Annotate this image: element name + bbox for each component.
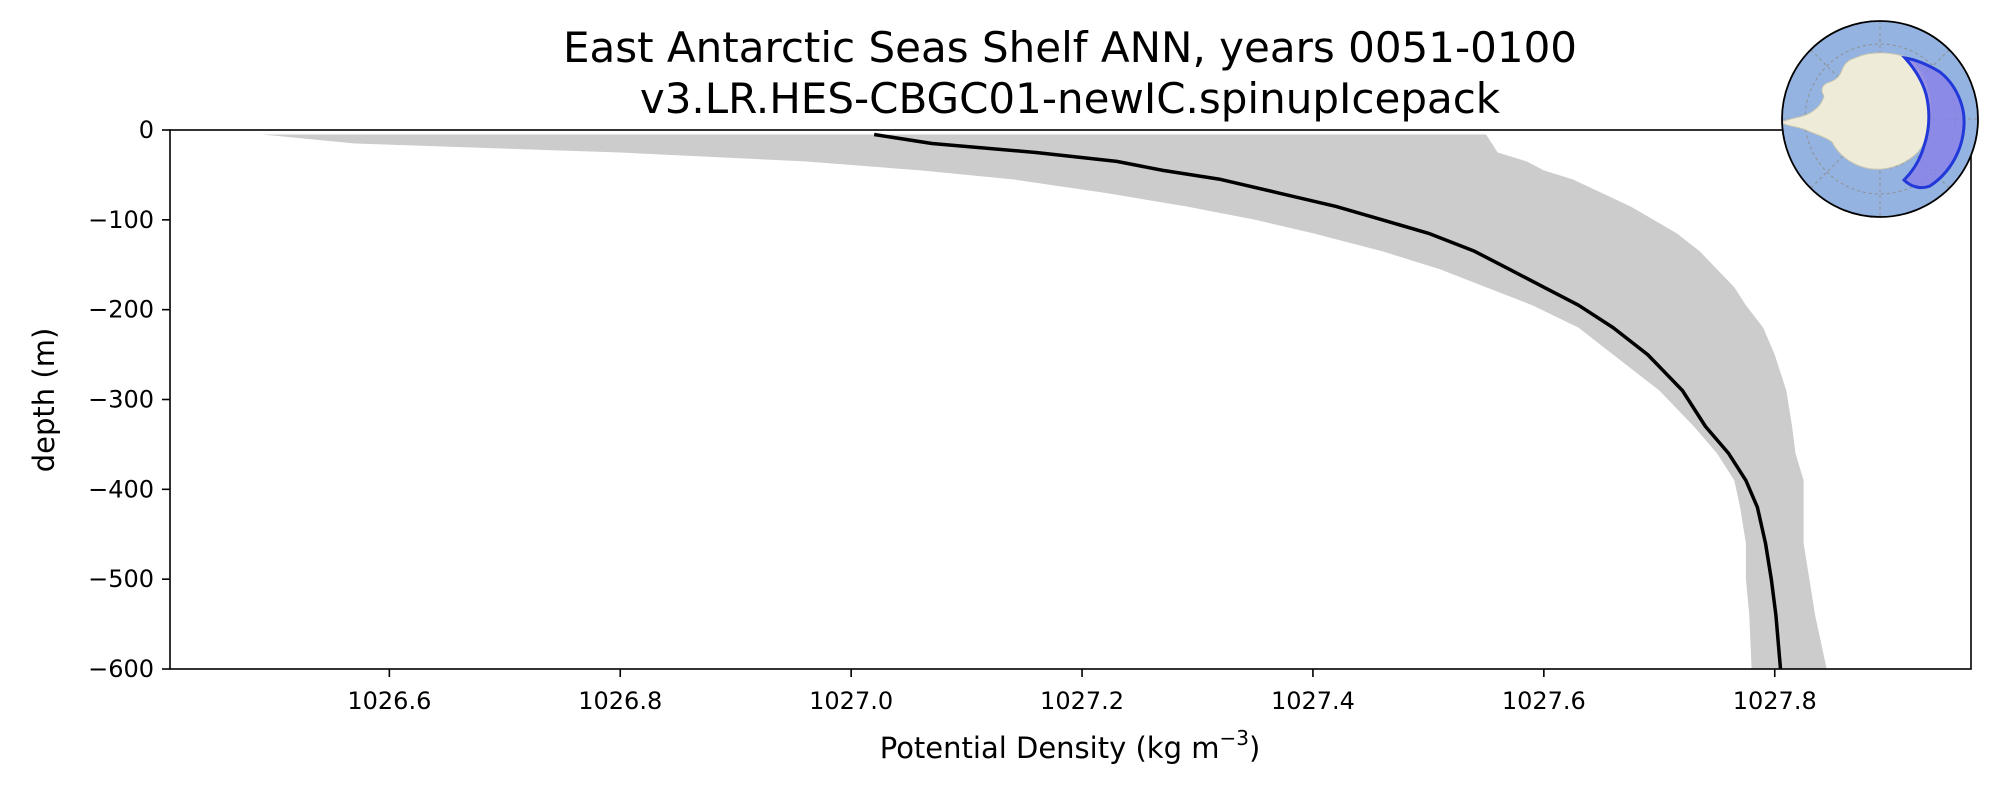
y-axis-label: depth (m) bbox=[27, 328, 61, 473]
x-axis-label-main: Potential Density (kg m bbox=[880, 731, 1220, 765]
x-axis-label-superscript: −3 bbox=[1219, 726, 1248, 750]
x-tick-label: 1027.8 bbox=[1733, 687, 1817, 715]
chart-subtitle: v3.LR.HES-CBGC01-newIC.spinupIcepack bbox=[640, 74, 1501, 123]
y-tick-label: 0 bbox=[139, 116, 154, 144]
y-tick-label: −400 bbox=[88, 475, 154, 503]
x-axis: 1026.6 1026.8 1027.0 1027.2 1027.4 1027.6 1027… bbox=[347, 669, 1817, 715]
inset-map-border bbox=[1781, 20, 1979, 218]
x-tick-label: 1027.4 bbox=[1271, 687, 1355, 715]
y-axis: 0 −100 −200 −300 −400 −500 −600 bbox=[88, 116, 170, 683]
range-band bbox=[262, 134, 1827, 669]
inset-map bbox=[1781, 20, 1979, 218]
x-axis-label-suffix: ) bbox=[1249, 731, 1260, 765]
x-tick-label: 1026.8 bbox=[578, 687, 662, 715]
y-tick-label: −200 bbox=[88, 296, 154, 324]
y-tick-label: −600 bbox=[88, 655, 154, 683]
x-tick-label: 1027.2 bbox=[1040, 687, 1124, 715]
mean-profile-line bbox=[873, 132, 1783, 670]
y-tick-label: −100 bbox=[88, 206, 154, 234]
inset-map-region bbox=[1901, 55, 1966, 190]
y-tick-label: −300 bbox=[88, 386, 154, 414]
x-tick-label: 1027.6 bbox=[1502, 687, 1586, 715]
plot-area bbox=[169, 129, 1972, 670]
x-tick-label: 1027.0 bbox=[809, 687, 893, 715]
x-tick-label: 1026.6 bbox=[347, 687, 431, 715]
chart-title: East Antarctic Seas Shelf ANN, years 005… bbox=[563, 23, 1577, 72]
x-axis-label: Potential Density (kg m−3) bbox=[880, 726, 1261, 765]
y-tick-label: −500 bbox=[88, 565, 154, 593]
